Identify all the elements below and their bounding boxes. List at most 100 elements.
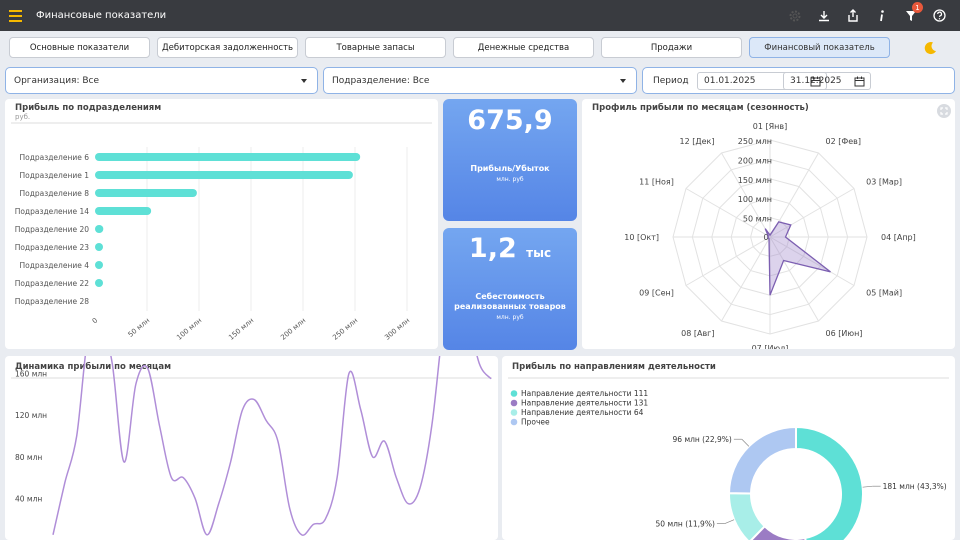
panel-title: Динамика прибыли по месяцам <box>15 362 172 372</box>
kpi-label-line2: реализованных товаров <box>454 302 566 311</box>
organization-select[interactable]: Организация: Все <box>5 67 318 94</box>
date-to-value: 31.12.2025 <box>790 76 842 86</box>
chevron-down-icon <box>301 79 307 83</box>
tab-receivables[interactable]: Дебиторская задолженность <box>157 37 298 58</box>
kpi-unit: млн. руб <box>496 176 524 183</box>
menu-icon[interactable] <box>0 0 30 31</box>
y-tick-label: 160 млн <box>15 370 47 379</box>
donut-data-label: 50 млн (11,9%) <box>656 520 715 529</box>
legend-marker <box>510 390 518 397</box>
y-tick-label: 120 млн <box>15 411 47 420</box>
settings-icon[interactable] <box>780 0 809 31</box>
radar-tick-label: 250 млн <box>738 137 772 146</box>
legend-label: Прочее <box>521 418 550 427</box>
bar <box>95 189 197 197</box>
radar-category-label: 04 [Апр] <box>881 233 916 242</box>
date-from-input[interactable]: 01.01.2025 <box>697 72 827 90</box>
tab-main-indicators[interactable]: Основные показатели <box>9 37 150 58</box>
seasonality-panel: Профиль прибыли по месяцам (сезонность) … <box>582 99 955 349</box>
y-tick-label: 80 млн <box>15 453 42 462</box>
radar-spoke <box>721 236 771 322</box>
kpi-value: 675,9 <box>467 105 553 136</box>
y-tick-label: Подразделение 20 <box>15 225 90 234</box>
radar-tick-label: 150 млн <box>738 176 772 185</box>
help-icon[interactable] <box>925 0 954 31</box>
profit-kpi-card: 675,9 Прибыль/Убыток млн. руб <box>443 99 577 221</box>
radar-category-label: 06 [Июн] <box>826 329 863 338</box>
bar <box>95 243 103 251</box>
calendar-icon[interactable] <box>854 76 865 87</box>
radar-spoke <box>685 188 771 238</box>
panel-subtitle: руб. <box>15 113 31 121</box>
date-to-input[interactable]: 31.12.2025 <box>783 72 871 90</box>
organization-select-value: Организация: Все <box>14 75 100 86</box>
profit-by-activity-panel: Прибыль по направлениям деятельности Нап… <box>502 356 955 540</box>
radar-category-label: 02 [Фев] <box>826 137 862 146</box>
radar-spoke <box>769 236 819 322</box>
x-tick-label: 50 млн <box>127 316 152 338</box>
y-tick-label: Подразделение 6 <box>19 153 89 162</box>
period-filter: Период 01.01.2025 31.12.2025 <box>642 67 955 94</box>
y-tick-label: Подразделение 14 <box>15 207 90 216</box>
panel-title: Прибыль по подразделениям <box>15 103 162 113</box>
radar-spoke <box>721 152 771 238</box>
radar-tick-label: 0 <box>763 233 768 242</box>
donut-data-label: 181 млн (43,3%) <box>883 482 947 491</box>
app-title: Финансовые показатели <box>36 10 167 21</box>
division-select[interactable]: Подразделение: Все <box>323 67 637 94</box>
legend-label: Направление деятельности 131 <box>521 399 648 408</box>
division-select-value: Подразделение: Все <box>332 75 430 86</box>
filter-badge: 1 <box>912 2 923 13</box>
y-tick-label: Подразделение 4 <box>19 261 89 270</box>
cost-kpi-card: 1,2 тыс Себестоимость реализованных това… <box>443 228 577 350</box>
donut-leader-line <box>862 485 873 488</box>
donut-chart: Направление деятельности 111Направление … <box>508 377 949 540</box>
kpi-suffix: тыс <box>526 246 552 260</box>
kpi-label: Себестоимость <box>475 292 545 301</box>
donut-slice <box>795 425 864 540</box>
tab-sales[interactable]: Продажи <box>601 37 742 58</box>
download-icon[interactable] <box>809 0 838 31</box>
filter-icon[interactable]: 1 <box>896 0 925 31</box>
donut-leader-line <box>741 438 750 447</box>
y-tick-label: Подразделение 28 <box>15 297 90 306</box>
radar-category-label: 12 [Дек] <box>680 137 715 146</box>
tab-cash[interactable]: Денежные средства <box>453 37 594 58</box>
bar <box>95 171 353 179</box>
x-tick-label: 250 млн <box>331 316 359 341</box>
donut-slice <box>728 492 767 540</box>
donut-data-label: 96 млн (22,9%) <box>673 435 732 444</box>
panel-title: Прибыль по направлениям деятельности <box>512 362 716 372</box>
tab-inventory[interactable]: Товарные запасы <box>305 37 446 58</box>
y-tick-label: Подразделение 23 <box>15 243 90 252</box>
report-tabs: Основные показатели Дебиторская задолжен… <box>9 37 890 58</box>
y-tick-label: 40 млн <box>15 494 42 503</box>
tab-financial-indicator[interactable]: Финансовый показатель <box>749 37 890 58</box>
radar-spoke <box>769 188 855 238</box>
date-from-value: 01.01.2025 <box>704 76 756 86</box>
x-tick-label: 300 млн <box>383 316 411 341</box>
y-tick-label: Подразделение 1 <box>19 171 89 180</box>
calendar-icon[interactable] <box>810 76 821 87</box>
radar-category-label: 10 [Окт] <box>624 233 659 242</box>
x-tick-label: 200 млн <box>279 316 307 341</box>
line-series <box>52 356 492 536</box>
radar-category-label: 11 [Ноя] <box>639 178 674 187</box>
panel-title: Профиль прибыли по месяцам (сезонность) <box>592 103 809 113</box>
radar-tick-label: 100 млн <box>738 195 772 204</box>
dark-mode-icon[interactable] <box>922 40 938 60</box>
bar <box>95 225 104 233</box>
legend-marker <box>510 409 518 416</box>
radar-category-label: 01 [Янв] <box>753 122 787 131</box>
donut-leader-line <box>724 519 735 524</box>
radar-category-label: 05 [Май] <box>866 289 902 298</box>
bar <box>95 153 361 161</box>
monthly-profit-panel: Динамика прибыли по месяцам 40 млн 80 млн… <box>5 356 498 540</box>
radar-tick-label: 50 млн <box>743 215 772 224</box>
x-tick-label: 150 млн <box>227 316 255 341</box>
info-icon[interactable] <box>867 0 896 31</box>
donut-slice <box>749 524 807 540</box>
share-icon[interactable] <box>838 0 867 31</box>
expand-icon[interactable] <box>937 104 951 118</box>
